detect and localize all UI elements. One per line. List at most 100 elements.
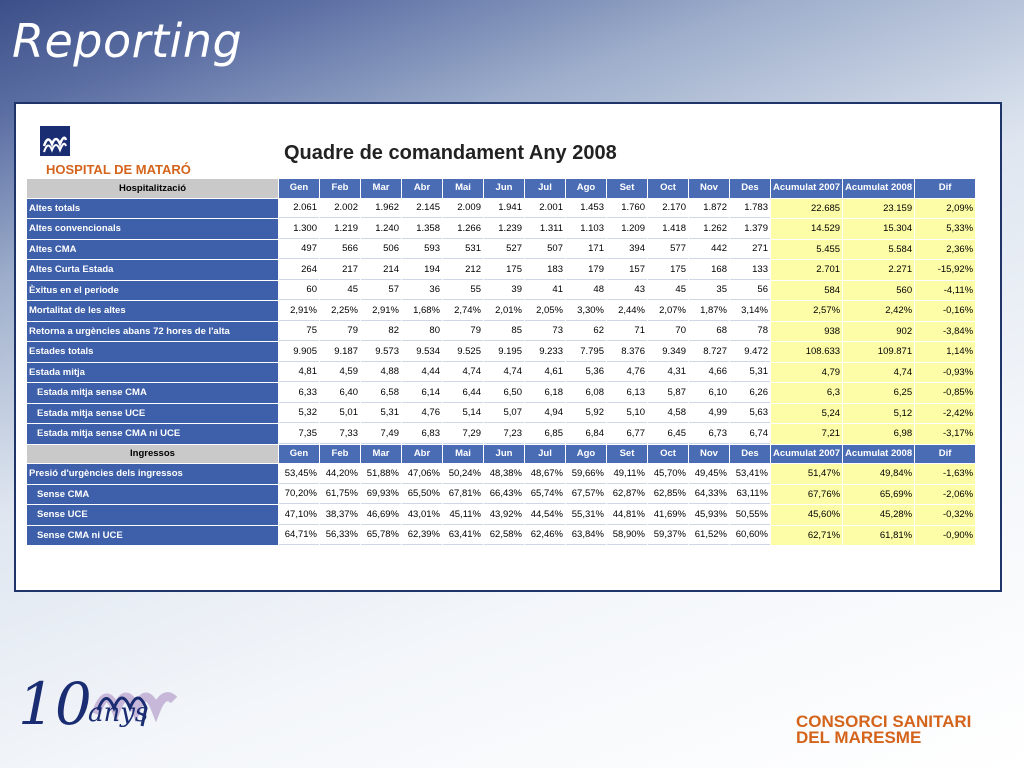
month-cell: 56,33% [320,525,360,545]
month-cell: 69,93% [361,484,401,504]
month-cell: 179 [566,260,606,280]
table-row: Estada mitja sense CMA 6,33 6,40 6,58 6,14 6,… [27,383,976,403]
accumulated-cell: 67,76% [771,484,843,504]
row-label: Sense CMA [27,484,278,504]
month-cell: 4,76 [607,362,647,382]
month-cell: 5,32 [279,403,319,423]
column-header: Mar [361,179,401,198]
row-label: Mortalitat de les altes [27,301,278,321]
month-cell: 2.170 [648,198,688,218]
accumulated-cell: 108.633 [771,342,843,362]
month-cell: 507 [525,239,565,259]
accumulated-cell: 584 [771,280,843,300]
accumulated-cell: 938 [771,321,843,341]
month-cell: 9.472 [730,342,770,362]
section-title: Hospitalització [27,179,278,198]
month-cell: 80 [402,321,442,341]
month-cell: 1,68% [402,301,442,321]
month-cell: 1.783 [730,198,770,218]
month-cell: 62,39% [402,525,442,545]
row-label: Altes Curta Estada [27,260,278,280]
month-cell: 62,58% [484,525,524,545]
month-cell: 9.573 [361,342,401,362]
month-cell: 56 [730,280,770,300]
accumulated-cell: 5,24 [771,403,843,423]
month-cell: 497 [279,239,319,259]
month-cell: 6,26 [730,383,770,403]
row-label: Estades totals [27,342,278,362]
month-cell: 2,07% [648,301,688,321]
month-cell: 45,11% [443,505,483,525]
month-cell: 6,45 [648,424,688,444]
column-header: Jun [484,444,524,463]
month-cell: 57 [361,280,401,300]
month-cell: 55 [443,280,483,300]
month-cell: 7,33 [320,424,360,444]
column-header: Mai [443,444,483,463]
accumulated-cell: 61,81% [843,525,915,545]
month-cell: 217 [320,260,360,280]
month-cell: 2.002 [320,198,360,218]
report-title: Quadre de comandament Any 2008 [284,142,617,164]
month-cell: 1.760 [607,198,647,218]
table-row: Retorna a urgències abans 72 hores de l'… [27,321,976,341]
month-cell: 71 [607,321,647,341]
hospital-name: HOSPITAL DE MATARÓ [46,162,191,177]
month-cell: 5,10 [607,403,647,423]
month-cell: 6,08 [566,383,606,403]
month-cell: 6,73 [689,424,729,444]
column-header: Abr [402,444,442,463]
month-cell: 1.872 [689,198,729,218]
month-cell: 5,87 [648,383,688,403]
table-row: Estada mitja sense CMA ni UCE 7,35 7,33 7,4… [27,424,976,444]
month-cell: 6,50 [484,383,524,403]
row-label: Altes convencionals [27,219,278,239]
month-cell: 1.358 [402,219,442,239]
month-cell: 65,78% [361,525,401,545]
consorci-logo: CONSORCI SANITARI DEL MARESME [796,713,971,746]
row-label: Estada mitja [27,362,278,382]
month-cell: 1.219 [320,219,360,239]
accumulated-cell: 5.584 [843,239,915,259]
column-header: Ago [566,179,606,198]
ten-years-logo: 10 anys [18,670,182,738]
month-cell: 43 [607,280,647,300]
month-cell: 5,63 [730,403,770,423]
month-cell: 45,93% [689,505,729,525]
accumulated-cell: 109.871 [843,342,915,362]
month-cell: 6,18 [525,383,565,403]
accumulated-cell: -3,84% [915,321,976,341]
month-cell: 6,40 [320,383,360,403]
month-cell: 9.349 [648,342,688,362]
month-cell: 4,74 [484,362,524,382]
month-cell: 442 [689,239,729,259]
anniversary-logo-mark [91,692,178,727]
table-row: Estades totals 9.905 9.187 9.573 9.534 9.525 9… [27,342,976,362]
column-header: Mai [443,179,483,198]
accumulated-cell: 22.685 [771,198,843,218]
month-cell: 4,66 [689,362,729,382]
slide-title: Reporting [12,14,243,68]
section-header-row: Hospitalització Gen Feb Mar Abr Mai Jun Jul Ago S… [27,179,976,198]
month-cell: 59,37% [648,525,688,545]
month-cell: 43,92% [484,505,524,525]
column-header: Nov [689,444,729,463]
accumulated-cell: -0,90% [915,525,976,545]
month-cell: 68 [689,321,729,341]
column-header: Acumulat 2008 [843,444,915,463]
month-cell: 41,69% [648,505,688,525]
accumulated-cell: 2,57% [771,301,843,321]
month-cell: 9.233 [525,342,565,362]
accumulated-cell: 6,98 [843,424,915,444]
month-cell: 5,31 [361,403,401,423]
month-cell: 175 [648,260,688,280]
month-cell: 59,66% [566,464,606,484]
accumulated-cell: 45,60% [771,505,843,525]
month-cell: 5,14 [443,403,483,423]
accumulated-cell: 1,14% [915,342,976,362]
section-header-row: Ingressos Gen Feb Mar Abr Mai Jun Jul Ago Set Oct N… [27,444,976,463]
month-cell: 394 [607,239,647,259]
month-cell: 62,85% [648,484,688,504]
month-cell: 212 [443,260,483,280]
month-cell: 55,31% [566,505,606,525]
